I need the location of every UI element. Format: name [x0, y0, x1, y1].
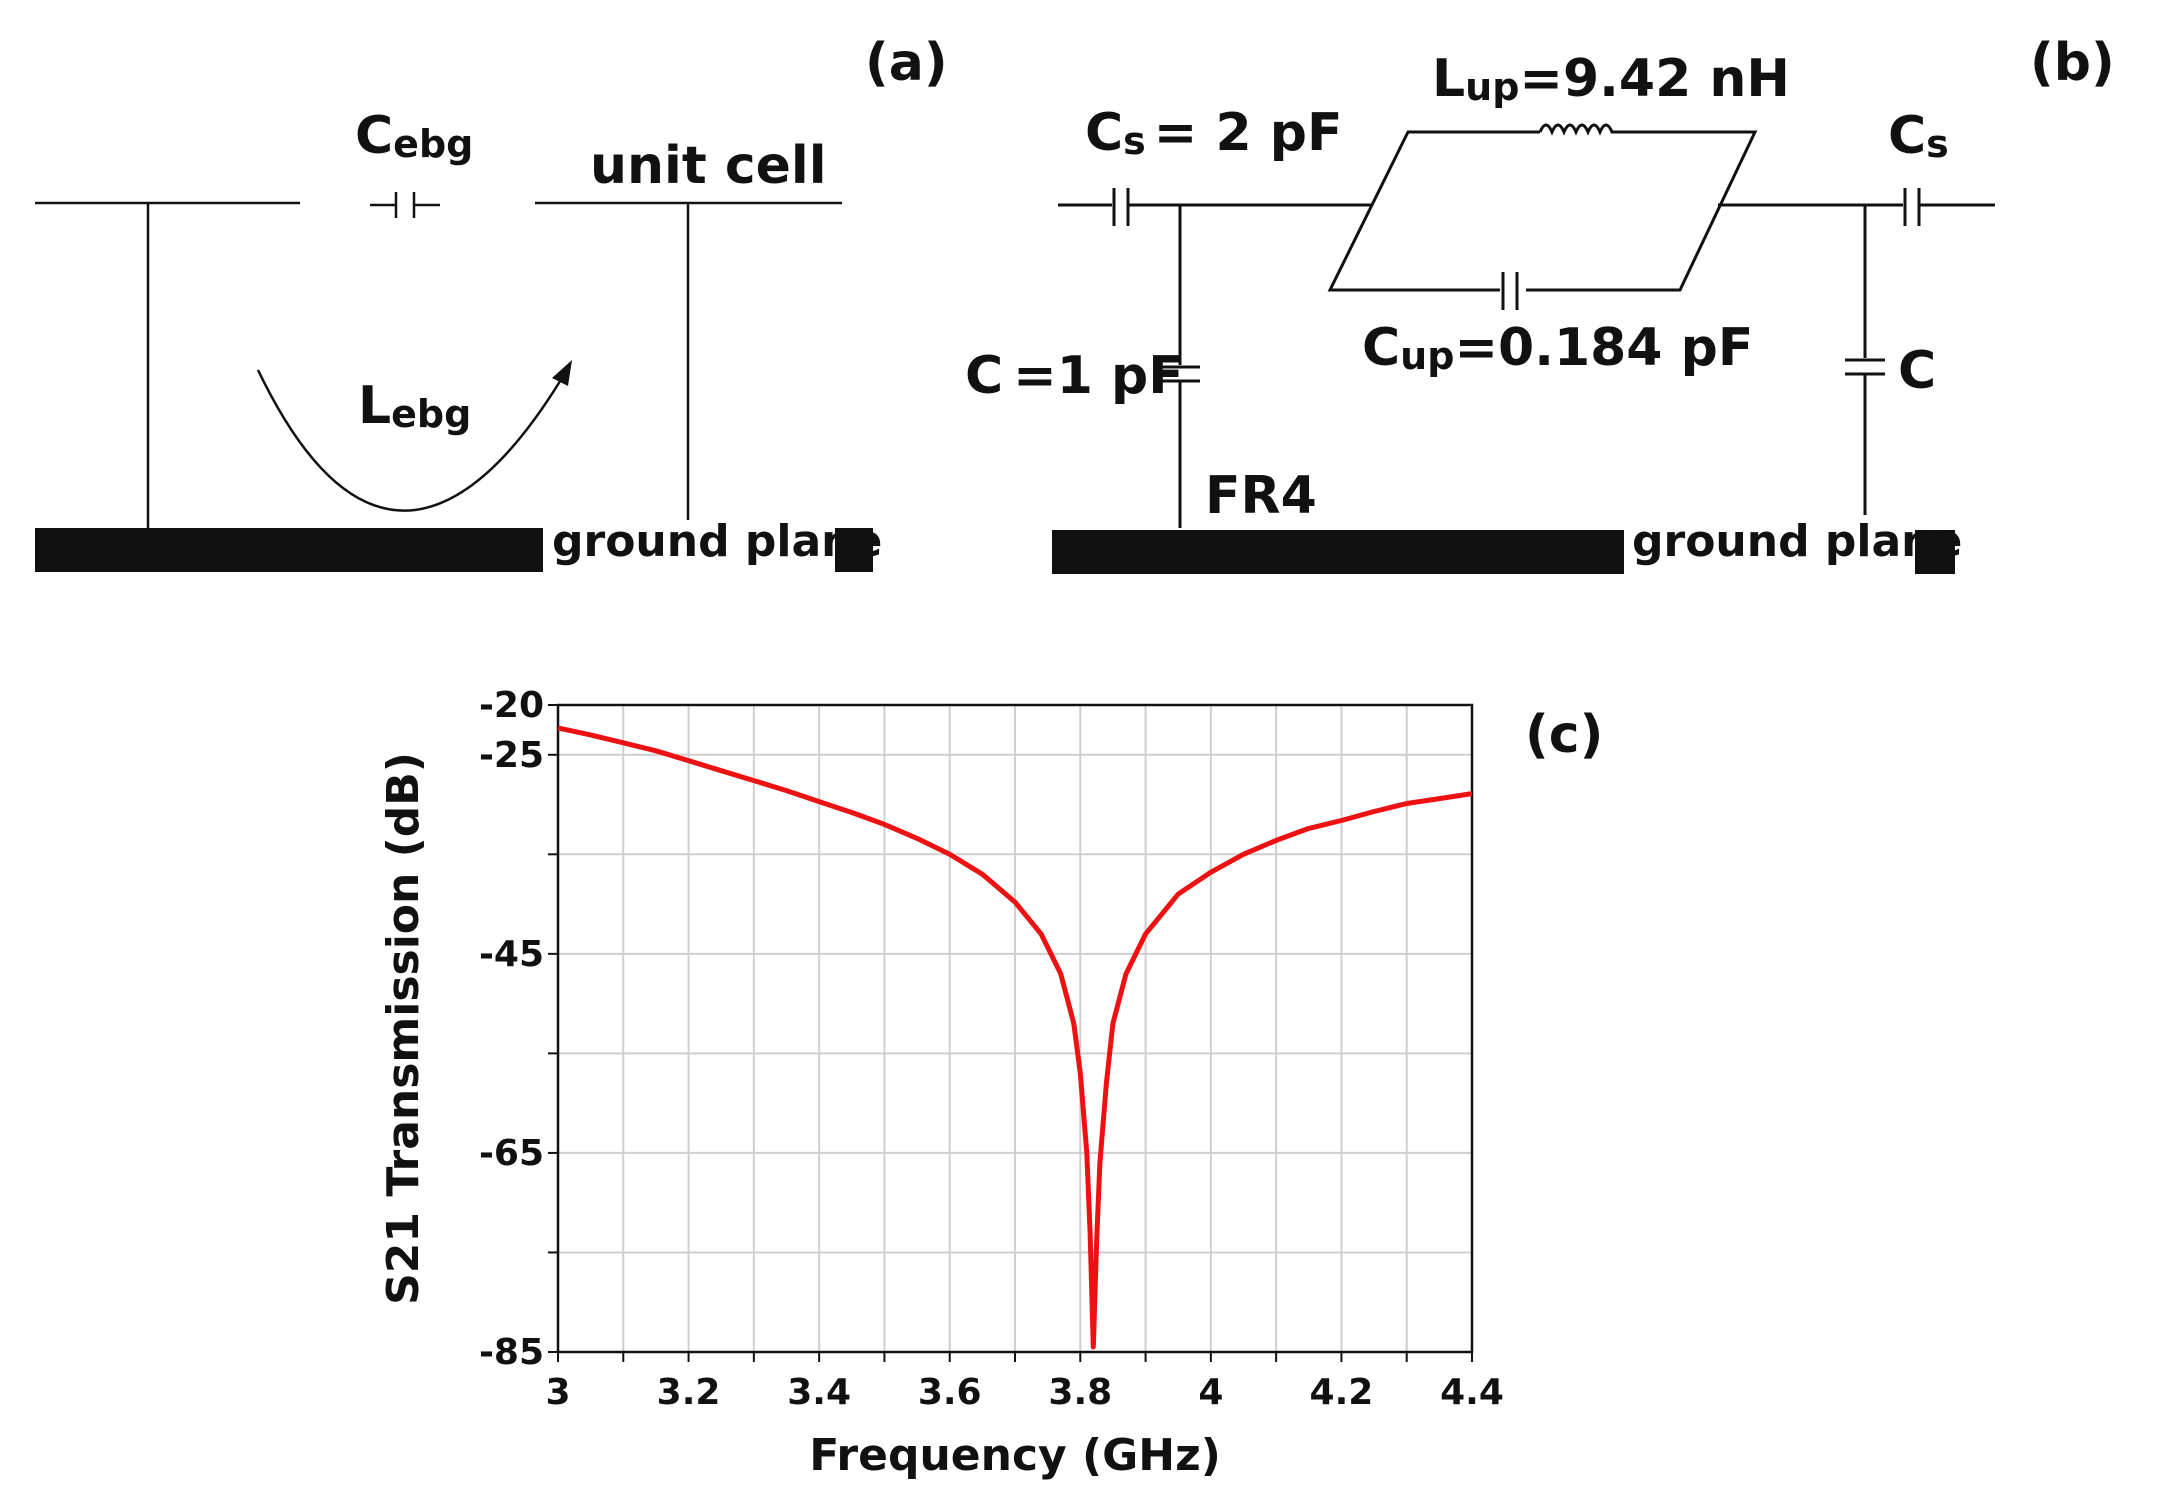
shunt-c-left-label: C =1 pF	[965, 346, 1184, 406]
ground-plane-end-block-b	[1915, 530, 1955, 574]
unit-cell-label: unit cell	[590, 136, 827, 196]
x-axis-title: Frequency (GHz)	[809, 1430, 1221, 1481]
x-tick-label-5: 4	[1198, 1372, 1223, 1413]
ground-plane-end-block-a	[835, 528, 873, 572]
cs-left-capacitor-symbol	[1112, 188, 1130, 226]
y-tick-label-2: -45	[479, 934, 544, 975]
shunt-c-right-capacitor-symbol	[1845, 358, 1885, 376]
x-tick-label-2: 3.4	[787, 1372, 851, 1413]
cup-capacitor-symbol	[1500, 270, 1526, 310]
y-tick-label-4: -85	[479, 1332, 544, 1373]
y-axis-title: S21 Transmission (dB)	[378, 752, 429, 1305]
lebg-current-arc	[256, 367, 570, 512]
ground-plane-label-b: ground plane	[1632, 516, 1962, 567]
plot-frame	[556, 703, 1474, 1354]
panel-b-tag: (b)	[2030, 33, 2115, 93]
parallel-tank-outline	[1327, 130, 1758, 292]
cs-right-label: Cs	[1888, 106, 1949, 166]
ground-plane-label-a: ground plane	[552, 516, 882, 567]
ground-plane-bar-a	[35, 528, 543, 572]
x-tick-label-4: 3.8	[1048, 1372, 1112, 1413]
x-tick-label-3: 3.6	[918, 1372, 982, 1413]
cebg-capacitor-symbol	[370, 192, 440, 218]
y-tick-label-1: -25	[479, 735, 544, 776]
panel-a-tag: (a)	[865, 33, 948, 93]
cebg-label: Cebg	[355, 106, 473, 166]
x-tick-label-1: 3.2	[657, 1372, 721, 1413]
shunt-c-right-label: C	[1898, 341, 1936, 401]
y-tick-label-3: -65	[479, 1133, 544, 1174]
series-line-0	[557, 725, 1473, 1350]
x-tick-label-6: 4.2	[1310, 1372, 1374, 1413]
lup-label: Lup=9.42 nH	[1432, 49, 1790, 109]
lebg-arrow-head	[552, 360, 572, 386]
panel-a: (a) Cebg unit cell Lebg ground plane	[35, 33, 948, 572]
y-tick-label-0: -20	[479, 685, 544, 726]
panel-c-tag: (c)	[1525, 705, 1603, 765]
s21-chart: 3 3.2 3.4 3.6 3.8 4 4.2 4.4 -20 -25 -45 -65 -85 Frequ…	[378, 685, 1504, 1481]
x-tick-label-0: 3	[545, 1372, 570, 1413]
panel-b: (b) Cs = 2 pF Lup=9.42 nH Cup=0.184 pF	[965, 33, 2115, 574]
x-tick-label-7: 4.4	[1440, 1372, 1504, 1413]
cs-left-label: Cs = 2 pF	[1085, 103, 1343, 163]
fr4-label: FR4	[1205, 466, 1317, 526]
lebg-label: Lebg	[358, 376, 471, 436]
panel-c: (c) 3 3.2 3.4 3.6 3.8 4 4.2 4.4 -20 -25 -45 -65 -85 F…	[378, 685, 1603, 1481]
lup-inductor-symbol	[1538, 118, 1628, 136]
cs-right-capacitor-symbol	[1903, 188, 1921, 226]
ground-plane-bar-b	[1052, 530, 1624, 574]
cup-label: Cup=0.184 pF	[1362, 318, 1753, 378]
